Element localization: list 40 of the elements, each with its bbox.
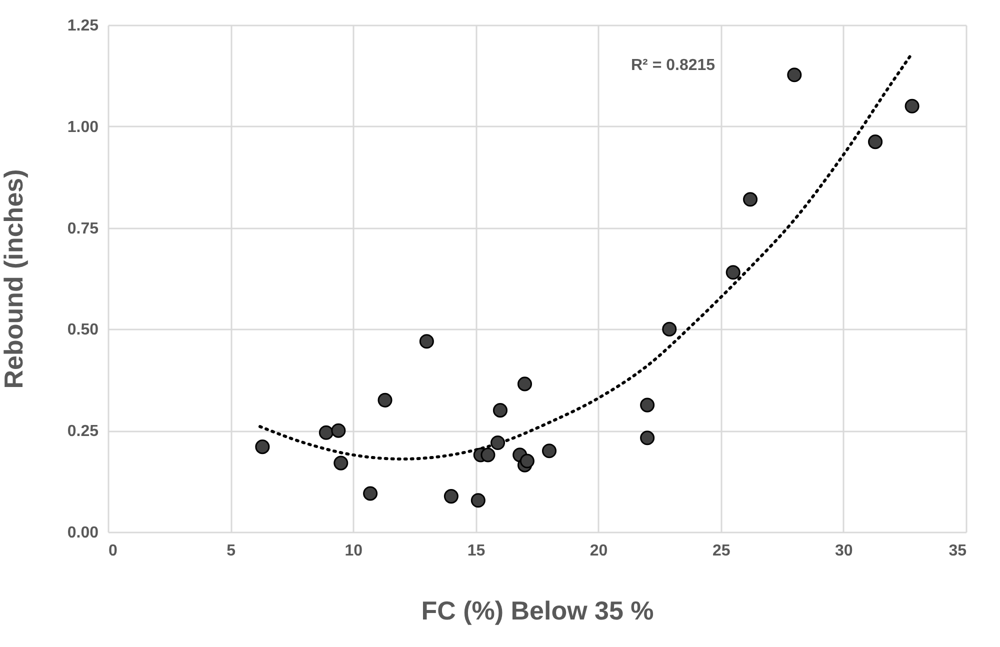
point: [331, 423, 346, 438]
point: [743, 192, 758, 207]
point: [492, 403, 508, 418]
point: [542, 444, 557, 458]
annotation: R² = 0.8215: [631, 57, 716, 74]
y-tick-label: 0.00: [67, 524, 99, 542]
y-tick-label: 0.50: [67, 322, 99, 339]
point: [419, 334, 434, 349]
point: [318, 425, 334, 440]
point: [640, 430, 655, 446]
x-tick-label: 25: [712, 542, 730, 560]
point: [868, 134, 883, 150]
x-tick-label: 20: [590, 542, 608, 560]
point: [480, 448, 496, 462]
y-tick-label: 0.25: [67, 423, 99, 440]
point: [378, 392, 392, 408]
point: [662, 322, 677, 336]
point: [726, 265, 740, 280]
point: [904, 98, 920, 114]
x-tick-label: 10: [344, 542, 363, 560]
x-tick-label: 15: [467, 542, 486, 560]
y-axis-title: Rebound (inches): [0, 169, 28, 389]
x-axis-title: FC (%) Below 35 %: [421, 596, 654, 626]
y-tick-label: 0.75: [67, 220, 99, 238]
point: [640, 398, 655, 412]
x-tick-label: 0: [108, 542, 118, 560]
y-tick-label: 1.00: [67, 118, 99, 136]
point: [490, 436, 506, 450]
point: [517, 376, 532, 392]
point: [363, 486, 378, 501]
point: [255, 440, 270, 454]
point: [334, 456, 348, 470]
x-tick-label: 30: [835, 542, 853, 560]
point: [444, 489, 458, 504]
x-tick-label: 5: [226, 542, 236, 560]
x-tick-label: 35: [948, 542, 967, 560]
point: [787, 68, 802, 82]
y-tick-label: 1.25: [67, 18, 99, 34]
point: [470, 493, 486, 508]
point: [520, 454, 534, 468]
